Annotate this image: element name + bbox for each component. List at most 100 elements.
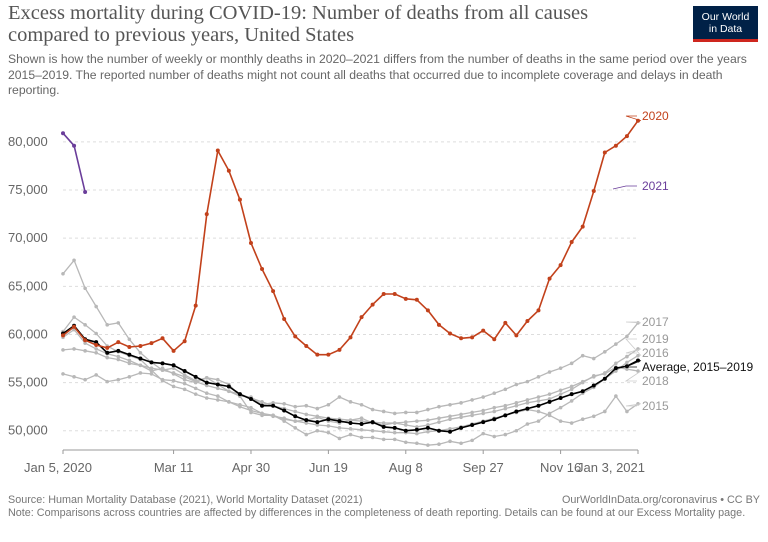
data-point <box>370 407 375 412</box>
data-point <box>83 341 87 345</box>
data-point <box>437 420 441 424</box>
data-point <box>271 289 276 294</box>
data-point <box>459 425 464 430</box>
series-label[interactable]: 2016 <box>642 346 669 360</box>
y-tick-label: 50,000 <box>8 423 48 438</box>
data-point <box>260 403 265 408</box>
series-label[interactable]: 2017 <box>642 315 669 329</box>
data-point <box>204 380 209 385</box>
data-point <box>470 335 475 340</box>
data-point <box>304 403 309 408</box>
data-point <box>448 427 452 431</box>
data-point <box>105 323 110 327</box>
data-point <box>614 394 618 398</box>
data-point <box>425 308 430 313</box>
data-point <box>337 395 342 399</box>
data-point <box>204 391 209 395</box>
data-point <box>193 303 198 308</box>
data-point <box>525 318 530 323</box>
data-point <box>558 405 563 410</box>
data-point <box>503 432 508 437</box>
data-point <box>182 381 187 386</box>
series-label[interactable]: 2021 <box>642 179 669 193</box>
data-point <box>437 416 441 421</box>
data-point <box>514 409 519 414</box>
data-point <box>204 383 209 388</box>
data-point <box>403 296 408 301</box>
data-point <box>525 406 530 411</box>
data-point <box>83 338 88 343</box>
data-point <box>72 315 76 319</box>
data-point <box>481 411 485 416</box>
data-point <box>547 370 552 374</box>
data-point <box>216 377 220 382</box>
data-point <box>94 373 98 377</box>
data-point <box>348 421 353 426</box>
data-point <box>171 366 176 370</box>
data-point <box>326 430 331 435</box>
data-point <box>171 384 176 389</box>
data-point <box>204 375 209 380</box>
data-point <box>182 369 187 374</box>
data-point <box>260 413 264 418</box>
data-point <box>614 342 618 346</box>
data-point <box>171 378 176 383</box>
series-label[interactable]: Average, 2015–2019 <box>642 360 754 374</box>
data-point <box>392 425 397 430</box>
data-point <box>326 402 331 407</box>
data-point <box>602 376 607 381</box>
data-point <box>415 441 419 446</box>
data-point <box>403 423 408 427</box>
data-point <box>603 372 607 376</box>
logo-line-1: Our World <box>701 10 750 23</box>
brand-link[interactable]: OurWorldInData.org/coronavirus • CC BY <box>562 494 760 506</box>
data-point <box>602 150 607 155</box>
data-point <box>94 347 98 351</box>
data-point <box>514 333 519 338</box>
series-label[interactable]: 2018 <box>642 374 669 388</box>
data-point <box>403 420 408 424</box>
data-point <box>348 427 353 431</box>
series-label[interactable]: 2015 <box>642 399 669 413</box>
series-label-connector <box>625 321 642 324</box>
data-point <box>83 286 87 291</box>
data-point <box>558 419 563 423</box>
data-point <box>83 189 88 194</box>
data-point <box>337 436 342 441</box>
x-tick-label: Mar 11 <box>154 460 194 475</box>
data-point <box>614 361 618 366</box>
data-point <box>426 429 430 434</box>
data-point <box>558 392 563 396</box>
data-point <box>83 323 87 327</box>
data-point <box>392 411 397 416</box>
data-point <box>282 317 287 322</box>
data-point <box>249 405 253 410</box>
data-point <box>359 427 364 432</box>
data-point <box>470 438 474 443</box>
series-label-connector <box>625 403 642 407</box>
data-point <box>83 349 87 353</box>
data-point <box>72 143 77 148</box>
data-point <box>625 409 629 414</box>
data-point <box>569 240 574 245</box>
x-axis-ticks: Jan 5, 2020 Mar 11 Apr 30 Jun 19 Aug 8 Sep 27… <box>24 449 645 475</box>
series-label[interactable]: 2019 <box>642 332 669 346</box>
y-tick-label: 70,000 <box>8 230 48 245</box>
data-point <box>569 421 574 425</box>
data-point <box>381 429 386 434</box>
data-point <box>94 331 98 336</box>
series-label-connector <box>625 338 642 356</box>
data-point <box>636 353 640 358</box>
data-point <box>569 387 574 392</box>
data-point <box>591 374 596 378</box>
data-point <box>569 399 574 403</box>
data-point <box>94 340 99 345</box>
series-label[interactable]: 2020 <box>642 109 669 123</box>
owid-logo[interactable]: Our World in Data <box>693 6 758 42</box>
data-point <box>492 434 497 439</box>
data-point <box>105 345 110 350</box>
data-point <box>293 414 298 419</box>
data-point <box>381 292 386 297</box>
data-point <box>580 389 585 394</box>
data-point <box>536 409 541 414</box>
